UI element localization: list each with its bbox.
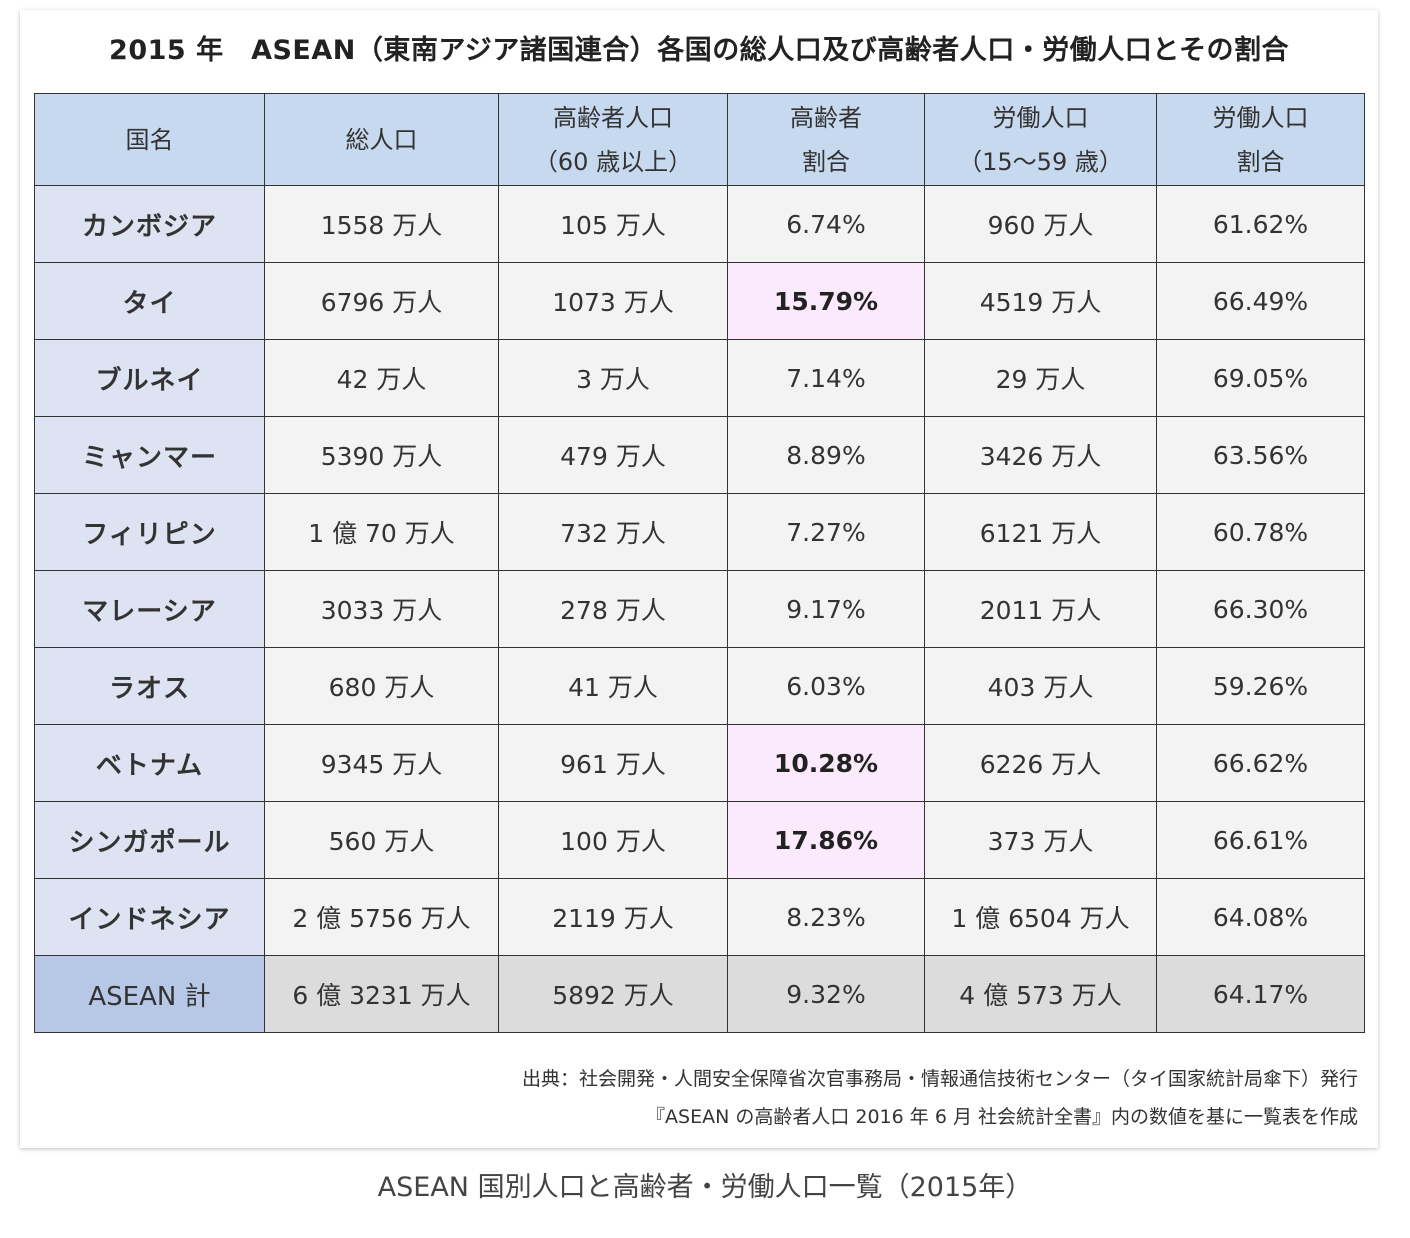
elderly-ratio-cell-highlighted: 15.79%	[727, 262, 925, 340]
elderly-population-cell: 105 万人	[498, 185, 728, 263]
total-population-cell: 6 億 3231 万人	[264, 955, 499, 1033]
country-cell: インドネシア	[34, 878, 265, 956]
country-cell: マレーシア	[34, 570, 265, 648]
labor-ratio-cell: 63.56%	[1156, 416, 1365, 494]
labor-ratio-cell: 61.62%	[1156, 185, 1365, 263]
elderly-population-cell: 278 万人	[498, 570, 728, 648]
labor-ratio-cell: 66.49%	[1156, 262, 1365, 340]
elderly-ratio-cell: 8.23%	[727, 878, 925, 956]
elderly-ratio-cell-highlighted: 10.28%	[727, 724, 925, 802]
figure-caption: ASEAN 国別人口と高齢者・労働人口一覧（2015年）	[377, 1172, 1033, 1203]
total-population-cell: 5390 万人	[264, 416, 499, 494]
country-cell: ラオス	[34, 647, 265, 725]
table-row: タイ 6796 万人 1073 万人 15.79% 4519 万人 66.49%	[34, 262, 1365, 340]
country-cell: シンガポール	[34, 801, 265, 879]
country-cell: ベトナム	[34, 724, 265, 802]
elderly-ratio-cell: 6.03%	[727, 647, 925, 725]
elderly-ratio-cell: 7.14%	[727, 339, 925, 417]
labor-ratio-cell: 59.26%	[1156, 647, 1365, 725]
labor-ratio-cell: 60.78%	[1156, 493, 1365, 571]
elderly-ratio-cell: 9.17%	[727, 570, 925, 648]
elderly-population-cell: 3 万人	[498, 339, 728, 417]
country-cell: ミャンマー	[34, 416, 265, 494]
labor-population-cell: 960 万人	[924, 185, 1157, 263]
labor-population-cell: 29 万人	[924, 339, 1157, 417]
table-row: ベトナム 9345 万人 961 万人 10.28% 6226 万人 66.62…	[34, 724, 1365, 802]
total-population-cell: 680 万人	[264, 647, 499, 725]
country-cell: フィリピン	[34, 493, 265, 571]
source-line-1: 出典：社会開発・人間安全保障省次官事務局・情報通信技術センター（タイ国家統計局傘…	[521, 1068, 1358, 1090]
header-elderly-ratio: 高齢者 割合	[727, 93, 925, 186]
table-total-row: ASEAN 計 6 億 3231 万人 5892 万人 9.32% 4 億 57…	[34, 955, 1365, 1033]
country-cell: ブルネイ	[34, 339, 265, 417]
header-elderly-population: 高齢者人口 （60 歳以上）	[498, 93, 728, 186]
table-figure: 2015 年 ASEAN（東南アジア諸国連合）各国の総人口及び高齢者人口・労働人…	[20, 10, 1378, 1148]
labor-population-cell: 3426 万人	[924, 416, 1157, 494]
header-labor-ratio: 労働人口 割合	[1156, 93, 1365, 186]
table-row: ミャンマー 5390 万人 479 万人 8.89% 3426 万人 63.56…	[34, 416, 1365, 494]
total-label-cell: ASEAN 計	[34, 955, 265, 1033]
labor-population-cell: 403 万人	[924, 647, 1157, 725]
total-population-cell: 1558 万人	[264, 185, 499, 263]
labor-ratio-cell: 64.08%	[1156, 878, 1365, 956]
labor-population-cell: 6226 万人	[924, 724, 1157, 802]
labor-population-cell: 373 万人	[924, 801, 1157, 879]
country-cell: カンボジア	[34, 185, 265, 263]
labor-ratio-cell: 66.62%	[1156, 724, 1365, 802]
total-population-cell: 6796 万人	[264, 262, 499, 340]
country-cell: タイ	[34, 262, 265, 340]
elderly-ratio-cell: 8.89%	[727, 416, 925, 494]
labor-population-cell: 4519 万人	[924, 262, 1157, 340]
labor-ratio-cell: 69.05%	[1156, 339, 1365, 417]
table-header-row: 国名 総人口 高齢者人口 （60 歳以上） 高齢者 割合 労働人口 （15〜59 歳）…	[34, 93, 1365, 186]
total-population-cell: 2 億 5756 万人	[264, 878, 499, 956]
source-line-2: 『ASEAN の高齢者人口 2016 年 6 月 社会統計全書』内の数値を基に一…	[646, 1106, 1358, 1128]
elderly-population-cell: 732 万人	[498, 493, 728, 571]
labor-ratio-cell: 66.61%	[1156, 801, 1365, 879]
total-population-cell: 560 万人	[264, 801, 499, 879]
elderly-population-cell: 961 万人	[498, 724, 728, 802]
table-row: ラオス 680 万人 41 万人 6.03% 403 万人 59.26%	[34, 647, 1365, 725]
table-row: シンガポール 560 万人 100 万人 17.86% 373 万人 66.61…	[34, 801, 1365, 879]
elderly-ratio-cell: 7.27%	[727, 493, 925, 571]
table-row: ブルネイ 42 万人 3 万人 7.14% 29 万人 69.05%	[34, 339, 1365, 417]
total-population-cell: 9345 万人	[264, 724, 499, 802]
elderly-population-cell: 479 万人	[498, 416, 728, 494]
table-title: 2015 年 ASEAN（東南アジア諸国連合）各国の総人口及び高齢者人口・労働人…	[109, 35, 1289, 66]
table-row: フィリピン 1 億 70 万人 732 万人 7.27% 6121 万人 60.…	[34, 493, 1365, 571]
source-note: 出典：社会開発・人間安全保障省次官事務局・情報通信技術センター（タイ国家統計局傘…	[522, 1060, 1358, 1136]
elderly-ratio-cell-highlighted: 17.86%	[727, 801, 925, 879]
elderly-population-cell: 1073 万人	[498, 262, 728, 340]
labor-population-cell: 2011 万人	[924, 570, 1157, 648]
labor-ratio-cell: 66.30%	[1156, 570, 1365, 648]
header-labor-population: 労働人口 （15〜59 歳）	[924, 93, 1157, 186]
total-population-cell: 42 万人	[264, 339, 499, 417]
elderly-population-cell: 5892 万人	[498, 955, 728, 1033]
elderly-population-cell: 2119 万人	[498, 878, 728, 956]
elderly-population-cell: 41 万人	[498, 647, 728, 725]
table-row: カンボジア 1558 万人 105 万人 6.74% 960 万人 61.62%	[34, 185, 1365, 263]
elderly-population-cell: 100 万人	[498, 801, 728, 879]
labor-population-cell: 1 億 6504 万人	[924, 878, 1157, 956]
elderly-ratio-cell: 9.32%	[727, 955, 925, 1033]
table-row: マレーシア 3033 万人 278 万人 9.17% 2011 万人 66.30…	[34, 570, 1365, 648]
total-population-cell: 3033 万人	[264, 570, 499, 648]
elderly-ratio-cell: 6.74%	[727, 185, 925, 263]
labor-ratio-cell: 64.17%	[1156, 955, 1365, 1033]
table-row: インドネシア 2 億 5756 万人 2119 万人 8.23% 1 億 650…	[34, 878, 1365, 956]
population-table: 国名 総人口 高齢者人口 （60 歳以上） 高齢者 割合 労働人口 （15〜59 歳）…	[34, 93, 1365, 1033]
header-total-population: 総人口	[264, 93, 499, 186]
total-population-cell: 1 億 70 万人	[264, 493, 499, 571]
header-country: 国名	[34, 93, 265, 186]
labor-population-cell: 4 億 573 万人	[924, 955, 1157, 1033]
labor-population-cell: 6121 万人	[924, 493, 1157, 571]
